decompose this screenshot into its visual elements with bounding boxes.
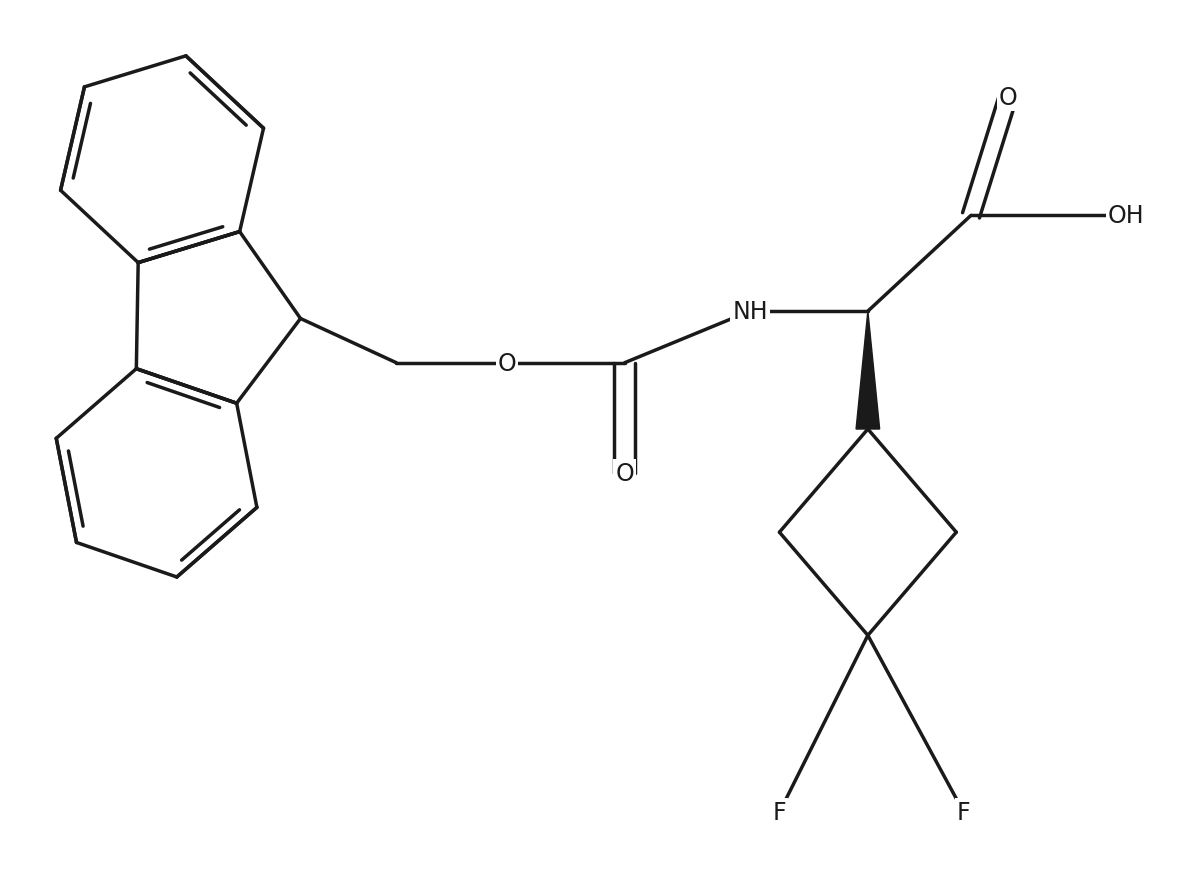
Text: O: O <box>498 351 517 375</box>
Text: O: O <box>999 86 1018 110</box>
Text: F: F <box>773 800 786 824</box>
Text: F: F <box>957 800 970 824</box>
Text: O: O <box>616 461 634 486</box>
Polygon shape <box>856 312 879 429</box>
Text: OH: OH <box>1108 204 1144 228</box>
Text: NH: NH <box>732 300 768 324</box>
